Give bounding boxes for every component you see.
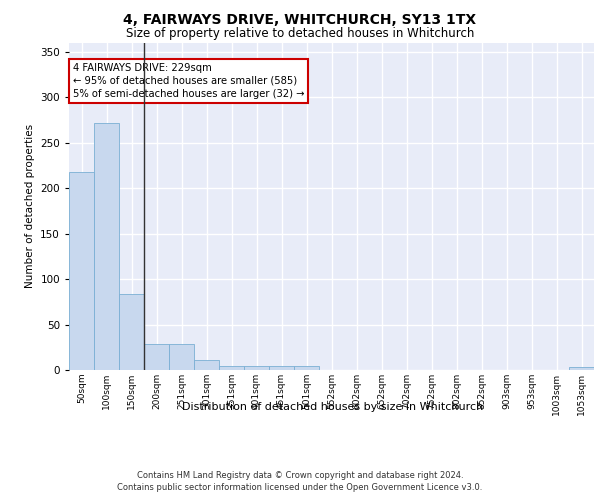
Y-axis label: Number of detached properties: Number of detached properties <box>25 124 35 288</box>
Text: 4, FAIRWAYS DRIVE, WHITCHURCH, SY13 1TX: 4, FAIRWAYS DRIVE, WHITCHURCH, SY13 1TX <box>124 12 476 26</box>
Text: 4 FAIRWAYS DRIVE: 229sqm
← 95% of detached houses are smaller (585)
5% of semi-d: 4 FAIRWAYS DRIVE: 229sqm ← 95% of detach… <box>73 62 304 99</box>
Bar <box>569 368 594 370</box>
Text: Contains HM Land Registry data © Crown copyright and database right 2024.
Contai: Contains HM Land Registry data © Crown c… <box>118 471 482 492</box>
Bar <box>94 122 119 370</box>
Bar <box>294 366 319 370</box>
Bar <box>169 344 194 370</box>
Bar <box>269 366 294 370</box>
Bar <box>244 366 269 370</box>
Bar <box>69 172 94 370</box>
Bar <box>194 360 219 370</box>
Text: Distribution of detached houses by size in Whitchurch: Distribution of detached houses by size … <box>182 402 484 412</box>
Text: Size of property relative to detached houses in Whitchurch: Size of property relative to detached ho… <box>126 28 474 40</box>
Bar <box>119 294 144 370</box>
Bar <box>144 344 169 370</box>
Bar <box>219 366 244 370</box>
